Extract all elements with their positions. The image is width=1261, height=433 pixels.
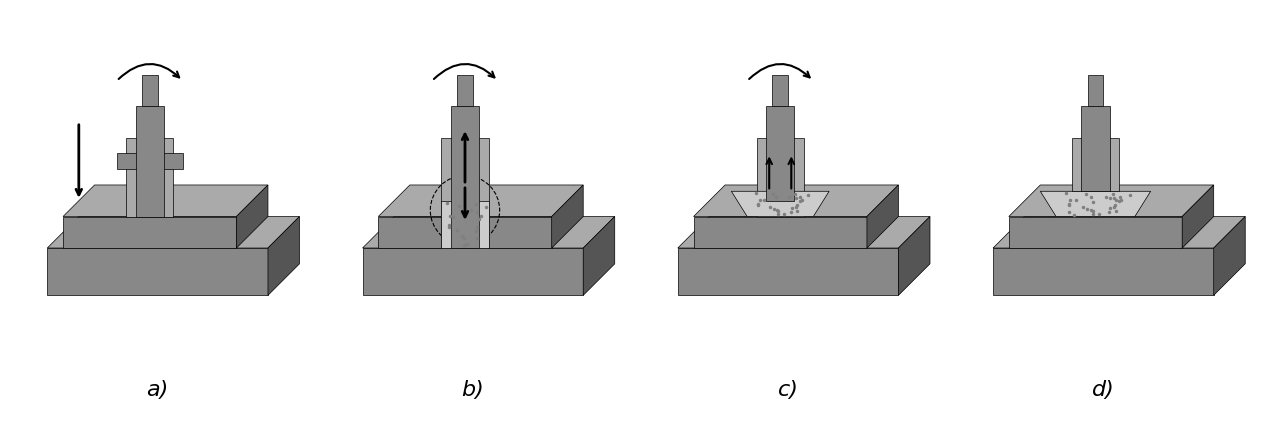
- Polygon shape: [441, 201, 489, 248]
- Text: c): c): [778, 381, 798, 401]
- Polygon shape: [694, 216, 868, 248]
- Polygon shape: [237, 185, 269, 248]
- Polygon shape: [678, 248, 898, 295]
- Polygon shape: [136, 106, 164, 216]
- Polygon shape: [363, 216, 615, 248]
- Polygon shape: [552, 185, 584, 248]
- Polygon shape: [63, 185, 269, 216]
- Polygon shape: [441, 138, 489, 248]
- Polygon shape: [451, 106, 479, 248]
- Polygon shape: [48, 248, 269, 295]
- Polygon shape: [1081, 106, 1110, 191]
- Polygon shape: [1009, 216, 1183, 248]
- Polygon shape: [141, 74, 158, 106]
- Polygon shape: [898, 216, 929, 295]
- Polygon shape: [456, 74, 473, 106]
- Text: b): b): [462, 381, 484, 401]
- Polygon shape: [126, 138, 174, 216]
- Polygon shape: [694, 185, 898, 216]
- Polygon shape: [117, 153, 183, 169]
- Polygon shape: [1072, 138, 1120, 191]
- Text: a): a): [146, 381, 169, 401]
- Polygon shape: [678, 216, 929, 248]
- Polygon shape: [1213, 216, 1245, 295]
- Text: d): d): [1092, 381, 1115, 401]
- Polygon shape: [378, 185, 584, 216]
- Polygon shape: [363, 248, 584, 295]
- Polygon shape: [731, 191, 830, 216]
- Polygon shape: [767, 106, 794, 201]
- Polygon shape: [994, 216, 1245, 248]
- Polygon shape: [63, 216, 237, 248]
- Polygon shape: [772, 74, 788, 106]
- Polygon shape: [1183, 185, 1213, 248]
- Polygon shape: [269, 216, 300, 295]
- Polygon shape: [48, 216, 300, 248]
- Polygon shape: [868, 185, 898, 248]
- Polygon shape: [1087, 74, 1103, 106]
- Polygon shape: [378, 216, 552, 248]
- Polygon shape: [757, 138, 805, 216]
- Polygon shape: [1040, 191, 1150, 216]
- Polygon shape: [584, 216, 615, 295]
- Polygon shape: [1009, 185, 1213, 216]
- Polygon shape: [994, 248, 1213, 295]
